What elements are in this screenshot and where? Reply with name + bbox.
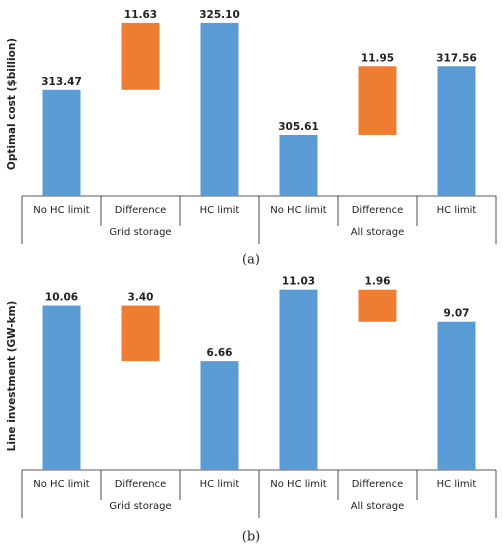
- y-axis-label: Line investment (GW-km): [6, 301, 18, 452]
- bar: [358, 289, 397, 322]
- bar: [358, 66, 397, 135]
- value-label: 317.56: [436, 52, 477, 64]
- group-label: All storage: [351, 227, 405, 238]
- value-label: 325.10: [199, 9, 240, 21]
- caption: (a): [242, 253, 260, 268]
- group-label: Grid storage: [109, 501, 171, 512]
- bar: [42, 305, 81, 470]
- bar: [437, 66, 476, 196]
- category-label: Difference: [115, 479, 167, 490]
- value-label: 305.61: [278, 121, 319, 133]
- value-label: 313.47: [41, 76, 82, 88]
- bar: [121, 305, 160, 362]
- category-label: Difference: [352, 205, 404, 216]
- category-label: HC limit: [437, 479, 477, 490]
- value-label: 6.66: [207, 347, 233, 359]
- value-label: 11.95: [361, 52, 394, 64]
- value-label: 10.06: [45, 292, 78, 304]
- bar: [279, 134, 318, 196]
- category-label: No HC limit: [33, 479, 90, 490]
- y-axis-label: Optimal cost ($billion): [6, 38, 18, 170]
- bar: [279, 289, 318, 470]
- bar: [42, 89, 81, 196]
- value-label: 11.03: [282, 276, 315, 288]
- category-label: Difference: [115, 205, 167, 216]
- category-label: No HC limit: [270, 479, 327, 490]
- category-label: HC limit: [437, 205, 477, 216]
- category-label: No HC limit: [33, 205, 90, 216]
- bar: [200, 361, 239, 470]
- category-label: HC limit: [200, 205, 240, 216]
- category-label: Difference: [352, 479, 404, 490]
- value-label: 3.40: [128, 292, 154, 304]
- group-label: Grid storage: [109, 227, 171, 238]
- category-label: HC limit: [200, 479, 240, 490]
- value-label: 1.96: [365, 276, 391, 288]
- value-label: 9.07: [444, 308, 470, 320]
- bar: [437, 321, 476, 470]
- caption: (b): [242, 530, 260, 545]
- bar: [121, 22, 160, 90]
- group-label: All storage: [351, 501, 405, 512]
- category-label: No HC limit: [270, 205, 327, 216]
- bar: [200, 22, 239, 196]
- value-label: 11.63: [124, 9, 157, 21]
